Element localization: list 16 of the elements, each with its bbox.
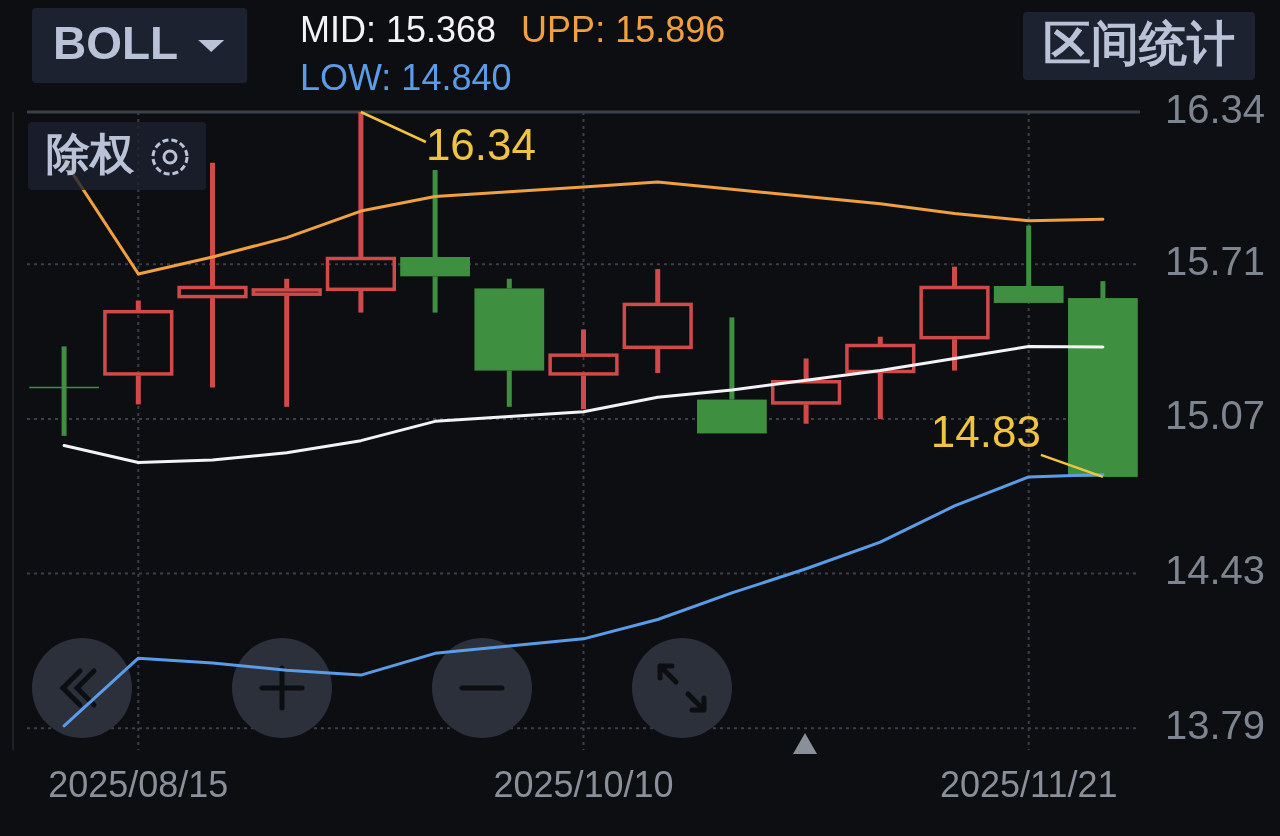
y-tick-label: 13.79 bbox=[1164, 702, 1265, 747]
y-tick-label: 14.43 bbox=[1164, 548, 1265, 593]
y-tick-label: 15.07 bbox=[1164, 393, 1265, 438]
annotation: 除权 bbox=[46, 128, 135, 178]
y-tick-label: 16.34 bbox=[1164, 86, 1265, 131]
text: UPP: 15.896 bbox=[521, 8, 726, 50]
text: MID: 15.368 bbox=[300, 8, 497, 50]
y-tick-label: 15.71 bbox=[1164, 238, 1265, 283]
chart-title: BOLL bbox=[53, 17, 179, 70]
x-tick-label: 2025/11/21 bbox=[939, 763, 1118, 805]
text: LOW: 14.840 bbox=[300, 56, 512, 98]
x-tick-label: 2025/10/10 bbox=[493, 763, 674, 805]
annotation: 16.34 bbox=[425, 119, 537, 169]
text: 区间统计 bbox=[1043, 16, 1235, 70]
annotation: 14.83 bbox=[930, 406, 1041, 456]
x-tick-label: 2025/08/15 bbox=[48, 763, 229, 805]
